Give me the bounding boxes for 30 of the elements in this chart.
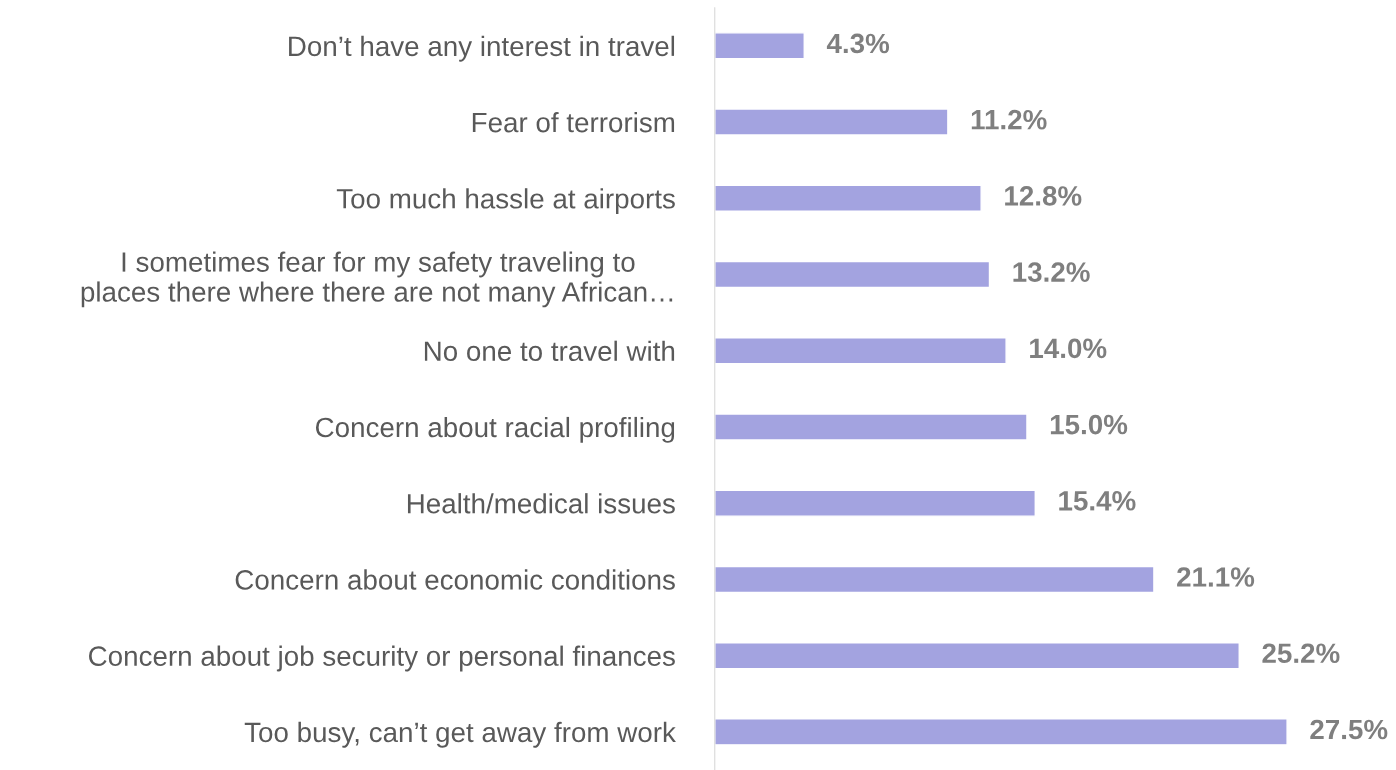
data-label: 13.2%: [1013, 262, 1090, 282]
bar: [714, 108, 949, 136]
bar: [714, 489, 1036, 517]
y-tick-label: Fear of terrorism: [472, 111, 675, 133]
data-label: 4.3%: [826, 33, 890, 54]
bar: [714, 718, 1288, 746]
y-tick-label: Don’t have any interest in travel: [289, 35, 675, 62]
y-tick-label: Too much hassle at airports: [336, 188, 675, 215]
data-label: 15.0%: [1050, 414, 1128, 435]
y-tick-label: Too busy, can’t get away from work: [244, 721, 676, 748]
y-tick-label: No one to travel with: [424, 340, 675, 362]
data-label: 12.8%: [1005, 186, 1082, 206]
bar: [714, 260, 991, 289]
y-tick-label: I sometimes fear for my safety traveling to places there where there are not many African…: [81, 251, 673, 308]
bar: [714, 565, 1155, 594]
data-label: 11.2%: [971, 109, 1047, 130]
bar: [714, 32, 805, 60]
data-label: 25.2%: [1262, 643, 1340, 664]
data-label: 15.4%: [1059, 491, 1136, 511]
bar: [714, 337, 1007, 365]
data-label: 27.5%: [1310, 719, 1388, 740]
bar: [714, 184, 982, 212]
data-label: 14.0%: [1030, 338, 1107, 359]
y-tick-label: Concern about racial profiling: [315, 416, 675, 443]
bar: [714, 642, 1240, 670]
y-tick-label: Health/medical issues: [407, 493, 675, 514]
data-label: 21.1%: [1177, 567, 1255, 587]
y-tick-label: Concern about job security or personal finances: [89, 645, 675, 672]
bar: [714, 413, 1028, 441]
y-tick-label: Concern about economic conditions: [235, 569, 675, 590]
